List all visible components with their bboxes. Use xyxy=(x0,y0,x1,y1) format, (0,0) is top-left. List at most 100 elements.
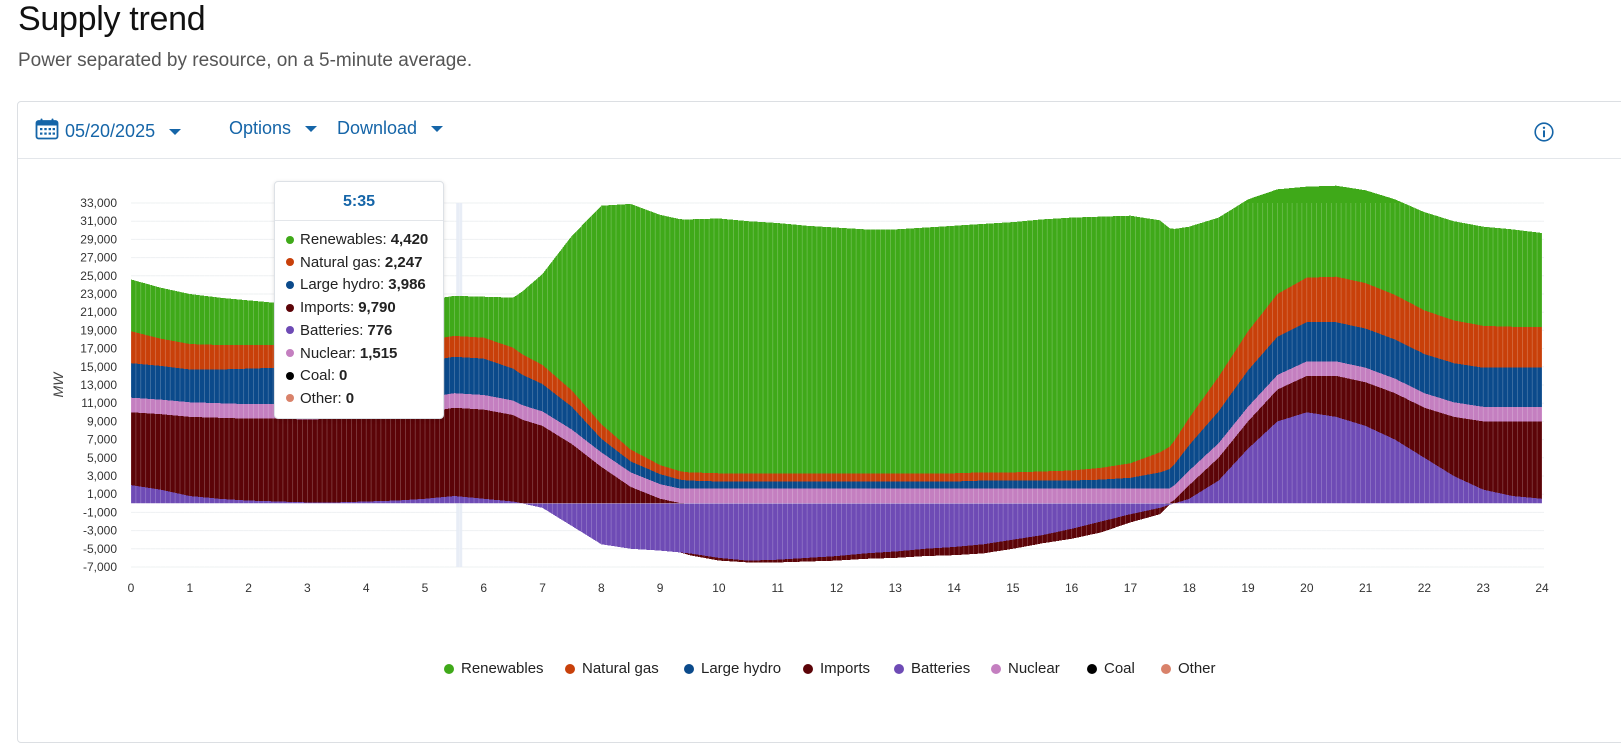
y-tick-label: 25,000 xyxy=(80,269,117,283)
page-title: Supply trend xyxy=(18,0,206,38)
tooltip-label: Natural gas: xyxy=(300,253,381,271)
chevron-down-icon xyxy=(305,125,318,132)
y-tick-label: 3,000 xyxy=(87,469,117,483)
y-tick-label: -3,000 xyxy=(83,524,117,538)
calendar-icon xyxy=(35,118,59,145)
series-area-natural-gas xyxy=(131,276,1542,482)
legend-item-renewables[interactable]: Renewables xyxy=(444,660,544,677)
x-tick-label: 9 xyxy=(657,581,664,595)
options-button[interactable]: Options xyxy=(229,118,318,139)
options-label: Options xyxy=(229,118,292,138)
legend-dot-icon xyxy=(1161,663,1171,674)
y-tick-label: 9,000 xyxy=(87,414,117,428)
chevron-down-icon xyxy=(169,128,182,135)
tooltip-row: Renewables: 4,420 xyxy=(286,231,428,248)
tooltip-label: Other: xyxy=(300,389,342,407)
legend-label: Natural gas xyxy=(582,660,659,677)
y-axis-label: MW xyxy=(50,371,66,398)
info-icon[interactable] xyxy=(1534,122,1554,147)
y-tick-label: 33,000 xyxy=(80,196,117,210)
x-tick-label: 4 xyxy=(363,581,370,595)
chart-toolbar: 05/20/2025 Options Download xyxy=(18,102,1621,159)
y-tick-label: 13,000 xyxy=(80,378,117,392)
x-tick-label: 7 xyxy=(539,581,546,595)
series-area-negative-batteries xyxy=(131,503,1542,561)
tooltip-label: Coal: xyxy=(300,367,336,385)
chart-legend: Renewables Natural gas Large hydro Imports B… xyxy=(0,660,1621,680)
x-tick-label: 23 xyxy=(1477,581,1491,595)
legend-item-nuclear[interactable]: Nuclear xyxy=(991,660,1060,677)
tooltip-row: Nuclear: 1,515 xyxy=(286,345,397,362)
tooltip-row: Coal: 0 xyxy=(286,367,347,384)
tooltip-label: Batteries: xyxy=(300,321,364,339)
page-subtitle: Power separated by resource, on a 5-minu… xyxy=(18,50,473,71)
x-tick-label: 17 xyxy=(1124,581,1138,595)
legend-item-imports[interactable]: Imports xyxy=(803,660,870,677)
y-tick-label: -1,000 xyxy=(83,505,117,519)
y-tick-label: 27,000 xyxy=(80,251,117,265)
legend-item-large-hydro[interactable]: Large hydro xyxy=(684,660,781,677)
legend-label: Nuclear xyxy=(1008,660,1060,677)
tooltip-row: Imports: 9,790 xyxy=(286,299,396,316)
x-tick-label: 18 xyxy=(1183,581,1197,595)
series-area-large-hydro xyxy=(131,322,1542,489)
chevron-down-icon xyxy=(431,125,444,132)
tooltip-value: 0 xyxy=(339,367,348,385)
legend-item-batteries[interactable]: Batteries xyxy=(894,660,970,677)
y-tick-label: 1,000 xyxy=(87,487,117,501)
y-tick-label: 7,000 xyxy=(87,433,117,447)
y-tick-label: 19,000 xyxy=(80,323,117,337)
x-tick-label: 14 xyxy=(947,581,961,595)
tooltip-label: Imports: xyxy=(300,299,355,317)
date-picker-button[interactable]: 05/20/2025 xyxy=(35,118,182,145)
legend-item-coal[interactable]: Coal xyxy=(1087,660,1135,677)
x-tick-label: 15 xyxy=(1006,581,1020,595)
series-area-imports xyxy=(131,375,1542,504)
y-tick-label: 23,000 xyxy=(80,287,117,301)
tooltip-label: Renewables: xyxy=(300,231,387,248)
y-tick-label: 11,000 xyxy=(81,396,117,410)
series-dot-icon xyxy=(286,371,294,380)
legend-label: Renewables xyxy=(461,660,544,677)
y-tick-label: 31,000 xyxy=(80,214,117,228)
x-tick-label: 1 xyxy=(186,581,193,595)
x-tick-label: 12 xyxy=(830,581,844,595)
y-tick-label: 17,000 xyxy=(80,342,117,356)
legend-dot-icon xyxy=(444,663,454,674)
series-area-batteries xyxy=(131,412,1542,504)
legend-dot-icon xyxy=(684,663,694,674)
legend-label: Large hydro xyxy=(701,660,782,677)
tooltip-divider xyxy=(275,220,443,221)
legend-item-other[interactable]: Other xyxy=(1161,660,1216,677)
tooltip-label: Nuclear: xyxy=(300,344,356,362)
x-tick-label: 8 xyxy=(598,581,605,595)
y-tick-label: -7,000 xyxy=(83,560,117,574)
tooltip-row: Batteries: 776 xyxy=(286,322,392,339)
x-tick-label: 11 xyxy=(771,581,784,595)
bar-separators xyxy=(130,203,1543,567)
tooltip-value: 9,790 xyxy=(358,299,396,317)
x-tick-label: 20 xyxy=(1300,581,1314,595)
series-dot-icon xyxy=(286,280,294,289)
legend-item-natural-gas[interactable]: Natural gas xyxy=(565,660,659,677)
download-button[interactable]: Download xyxy=(337,118,444,139)
series-dot-icon xyxy=(286,326,294,335)
tooltip-label: Large hydro: xyxy=(300,276,385,294)
x-tick-label: 5 xyxy=(422,581,429,595)
legend-label: Other xyxy=(1178,660,1216,677)
tooltip-row: Natural gas: 2,247 xyxy=(286,254,422,271)
tooltip-value: 0 xyxy=(345,389,355,407)
supply-trend-chart[interactable]: 33,00031,00029,00027,00025,00023,00021,0… xyxy=(0,0,1621,657)
tooltip-value: 1,515 xyxy=(359,344,398,362)
series-dot-icon xyxy=(286,349,294,357)
y-tick-label: -5,000 xyxy=(83,542,117,556)
y-tick-label: 21,000 xyxy=(80,305,117,319)
series-area-nuclear xyxy=(131,361,1542,504)
chart-tooltip: 5:35 Renewables: 4,420 Natural gas: 2,247 La… xyxy=(274,181,444,419)
series-dot-icon xyxy=(286,303,294,312)
legend-label: Batteries xyxy=(911,660,971,677)
date-label: 05/20/2025 xyxy=(65,121,156,141)
x-tick-label: 0 xyxy=(128,581,135,595)
series-dot-icon xyxy=(286,235,294,244)
legend-dot-icon xyxy=(991,663,1001,674)
